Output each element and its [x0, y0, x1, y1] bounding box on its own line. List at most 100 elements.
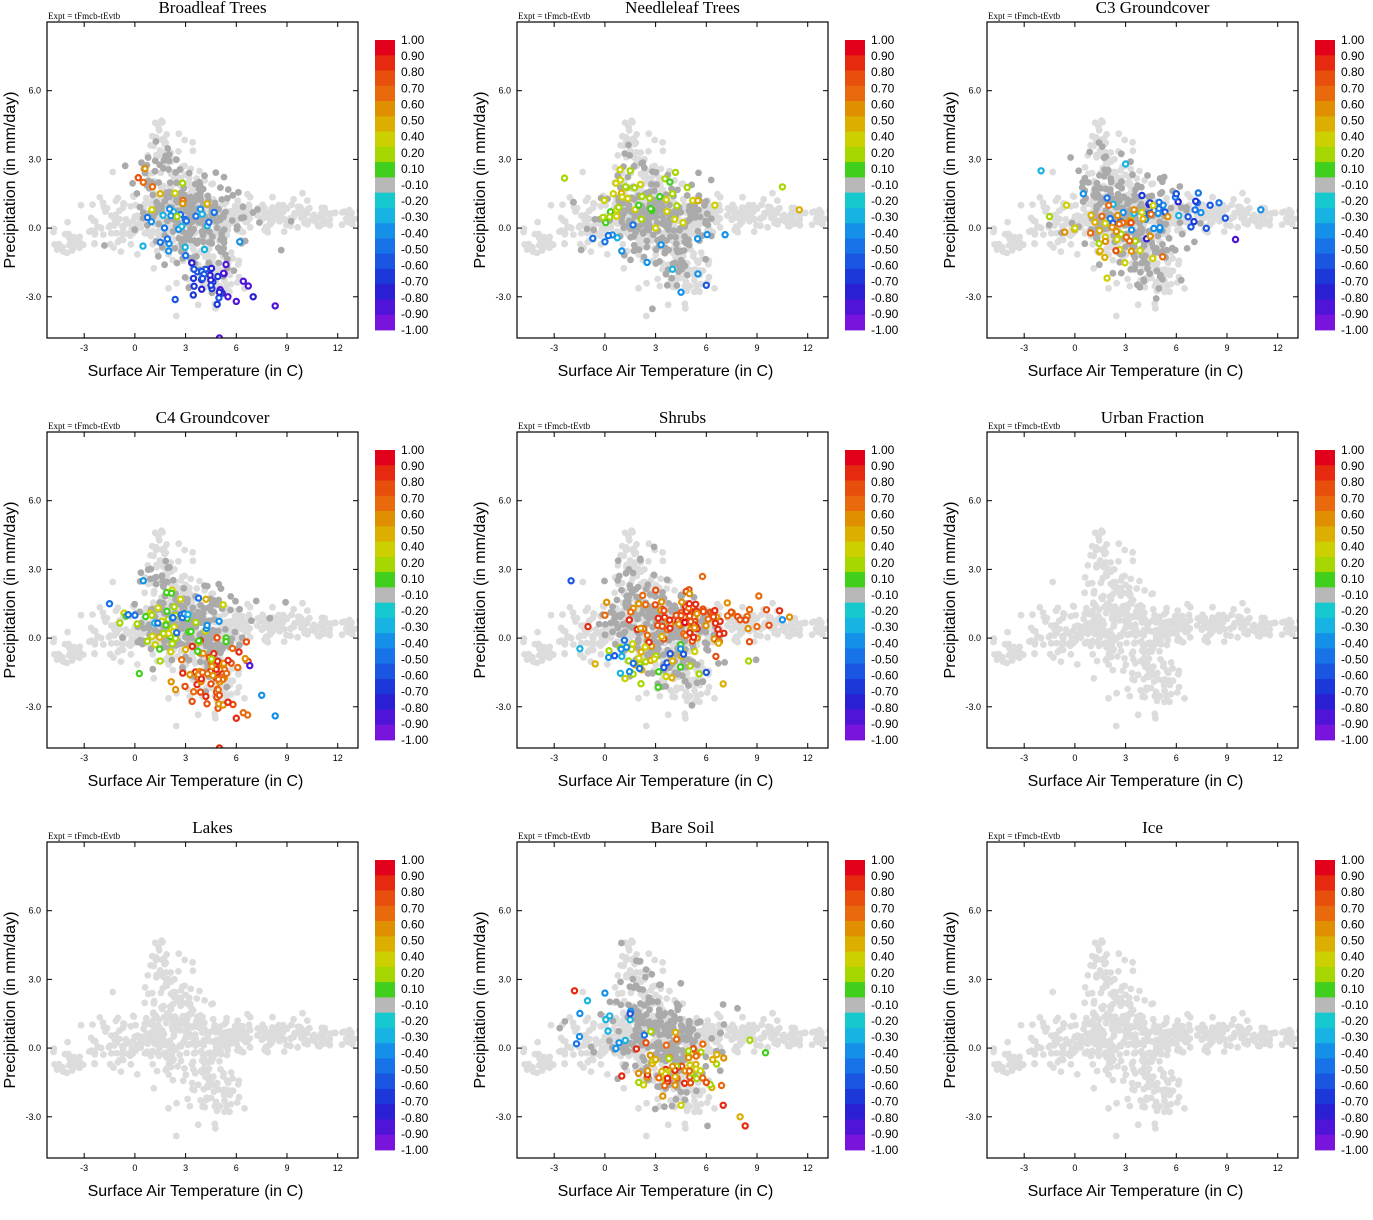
background-point — [714, 191, 721, 198]
background-point — [260, 625, 267, 632]
neutral-point — [692, 214, 699, 221]
background-point — [711, 285, 718, 292]
correlation-point — [712, 203, 717, 208]
correlation-point — [700, 574, 705, 579]
neutral-point — [232, 598, 239, 605]
neutral-point — [705, 221, 712, 228]
neutral-point — [626, 152, 633, 159]
neutral-point — [134, 190, 141, 197]
correlation-point — [695, 271, 700, 276]
background-point — [645, 558, 652, 565]
correlation-point — [165, 236, 170, 241]
background-point — [598, 651, 605, 658]
colorbar-label: -0.40 — [401, 636, 429, 650]
background-point — [175, 540, 182, 547]
background-point — [1279, 209, 1286, 216]
colorbar-segment — [845, 254, 865, 270]
background-point — [267, 211, 274, 218]
colorbar-segment — [1315, 147, 1335, 163]
background-point — [173, 313, 180, 320]
background-point — [602, 637, 609, 644]
background-point — [1040, 231, 1047, 238]
background-point — [165, 285, 172, 292]
background-point — [1040, 204, 1047, 211]
correlation-point — [221, 271, 226, 276]
neutral-point — [649, 168, 656, 175]
neutral-point — [177, 166, 184, 173]
colorbar-segment — [375, 71, 395, 87]
background-point — [559, 201, 566, 208]
correlation-point — [145, 639, 150, 644]
neutral-point — [607, 620, 614, 627]
neutral-point — [162, 558, 169, 565]
colorbar-label: 0.60 — [401, 97, 425, 111]
correlation-point — [664, 197, 669, 202]
correlation-point — [217, 693, 222, 698]
background-point — [690, 250, 697, 257]
colorbar-label: -0.80 — [1341, 291, 1369, 305]
colorbar-segment — [1315, 177, 1335, 193]
correlation-point — [212, 210, 217, 215]
neutral-point — [229, 217, 236, 224]
colorbar-label: -0.60 — [401, 259, 429, 273]
x-tick-label: 6 — [1174, 343, 1179, 353]
neutral-point — [614, 597, 621, 604]
background-point — [1241, 211, 1248, 218]
correlation-point — [1204, 226, 1209, 231]
colorbar-segment — [375, 284, 395, 300]
background-point — [769, 190, 776, 197]
correlation-point — [679, 600, 684, 605]
colorbar-segment — [845, 299, 865, 315]
background-point — [65, 641, 72, 648]
colorbar-label: -0.50 — [1341, 242, 1369, 256]
background-point — [673, 684, 680, 691]
background-point — [1184, 191, 1191, 198]
colorbar-label: 0.40 — [401, 540, 425, 554]
background-point — [1230, 196, 1237, 203]
background-point — [236, 257, 243, 264]
correlation-point — [680, 220, 685, 225]
background-point — [687, 283, 694, 290]
neutral-point — [159, 572, 166, 579]
correlation-point — [180, 671, 185, 676]
background-point — [1068, 241, 1075, 248]
correlation-point — [747, 607, 752, 612]
background-point — [91, 651, 98, 658]
colorbar: 1.000.900.800.700.600.500.400.200.10-0.1… — [845, 33, 899, 337]
background-point — [588, 248, 595, 255]
neutral-point — [209, 233, 216, 240]
background-point — [1163, 195, 1170, 202]
correlation-point — [1103, 239, 1108, 244]
neutral-point — [182, 274, 189, 281]
background-point — [753, 632, 760, 639]
correlation-point — [202, 247, 207, 252]
colorbar-label: -0.90 — [401, 307, 429, 321]
y-tick-label: 0.0 — [498, 223, 511, 233]
neutral-point — [618, 587, 625, 594]
neutral-point — [623, 570, 630, 577]
background-point — [234, 279, 241, 286]
correlation-point — [1139, 210, 1144, 215]
neutral-point — [227, 607, 234, 614]
colorbar-label: 0.10 — [401, 572, 425, 586]
neutral-point — [1153, 295, 1160, 302]
correlation-point — [619, 248, 624, 253]
background-point — [1099, 119, 1106, 126]
neutral-point — [208, 240, 215, 247]
background-point — [614, 152, 621, 159]
neutral-point — [677, 209, 684, 216]
background-point — [254, 622, 261, 629]
background-point — [1279, 221, 1286, 228]
colorbar-label: 0.70 — [1341, 81, 1365, 95]
neutral-point — [1179, 231, 1186, 238]
y-tick-label: 0.0 — [28, 633, 41, 643]
correlation-point — [787, 615, 792, 620]
background-point — [221, 611, 228, 618]
neutral-point — [1172, 247, 1179, 254]
background-point — [1089, 241, 1096, 248]
neutral-point — [187, 237, 194, 244]
colorbar-segment — [1315, 299, 1335, 315]
experiment-label: Expt = tFmcb-tEvtb — [48, 11, 121, 21]
